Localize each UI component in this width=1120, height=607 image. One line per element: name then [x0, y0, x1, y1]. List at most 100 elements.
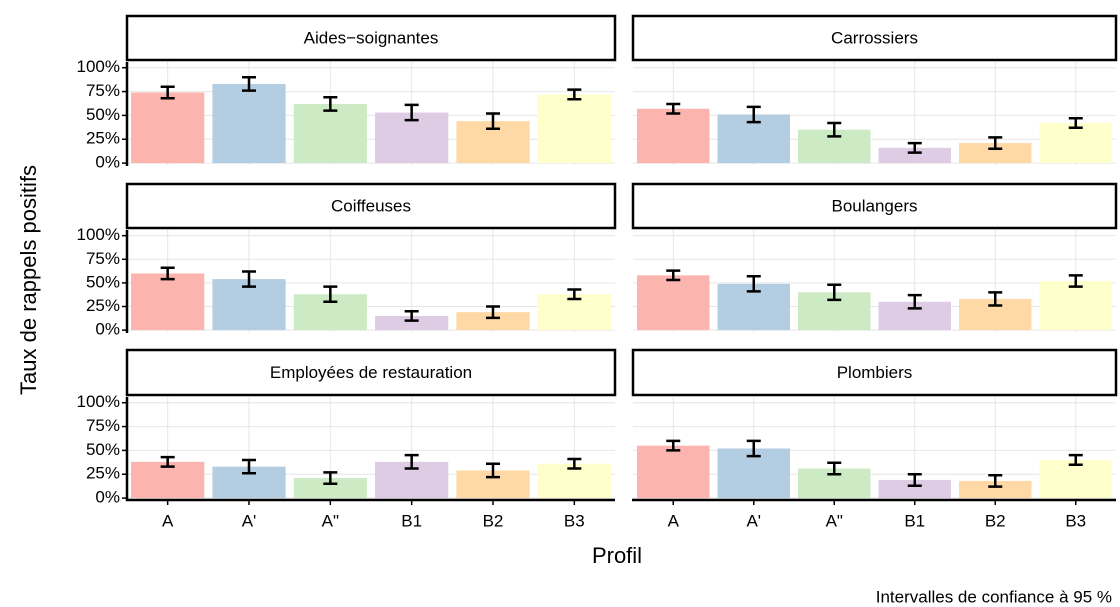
error-bar: [160, 455, 175, 468]
error-bar: [827, 283, 842, 302]
error-bar: [907, 293, 922, 310]
x-tick-label: B1: [401, 511, 422, 530]
y-tick-label: 100%: [77, 225, 120, 244]
bar: [131, 273, 205, 331]
bar: [1039, 281, 1112, 331]
error-bar: [1068, 453, 1083, 466]
error-bar: [323, 285, 338, 304]
error-bar: [666, 269, 681, 282]
y-tick-label: 100%: [77, 392, 120, 411]
y-tick-label: 25%: [86, 296, 120, 315]
error-bar: [827, 461, 842, 476]
bar: [1039, 459, 1112, 499]
error-bar: [486, 305, 500, 320]
bar: [637, 275, 710, 331]
error-bar: [666, 102, 681, 115]
strip: [631, 14, 1118, 62]
panel-title: Boulangers: [831, 196, 917, 215]
x-tick-label: B3: [1065, 511, 1086, 530]
x-tick-label: B2: [483, 511, 504, 530]
panel-title: Plombiers: [837, 363, 913, 382]
x-tick-label: B2: [985, 511, 1006, 530]
strip: [631, 182, 1118, 230]
strip: [125, 182, 617, 230]
error-bar: [907, 141, 922, 154]
x-tick-label: A": [322, 511, 339, 530]
strip: [125, 348, 617, 397]
bar: [537, 294, 611, 331]
error-bar: [827, 121, 842, 138]
error-bar: [988, 473, 1003, 488]
y-tick-label: 50%: [86, 272, 120, 291]
error-bar: [907, 473, 922, 487]
y-tick-label: 0%: [95, 488, 120, 507]
bar: [375, 315, 449, 331]
error-bar: [567, 288, 582, 301]
y-tick-label: 50%: [86, 440, 120, 459]
bar: [637, 108, 710, 164]
x-tick-label: A': [242, 511, 257, 530]
panel-title: Aides−soignantes: [304, 28, 439, 47]
bar: [131, 92, 205, 164]
y-tick-label: 50%: [86, 105, 120, 124]
bar: [131, 461, 205, 499]
error-bar: [242, 270, 256, 288]
error-bar: [746, 275, 761, 293]
error-bar: [404, 309, 419, 322]
bar: [959, 143, 1032, 164]
error-bar: [988, 136, 1003, 151]
error-bar: [486, 462, 500, 479]
bar: [878, 147, 951, 164]
strip: [125, 14, 617, 62]
y-tick-label: 25%: [86, 129, 120, 148]
y-tick-label: 75%: [86, 416, 120, 435]
bar: [293, 478, 367, 499]
error-bar: [746, 105, 761, 124]
bar: [537, 94, 611, 164]
y-axis-label: Taux de rappels positifs: [16, 165, 41, 395]
error-bar: [160, 266, 175, 281]
y-tick-label: 25%: [86, 464, 120, 483]
y-tick-label: 100%: [77, 57, 120, 76]
y-tick-label: 75%: [86, 81, 120, 100]
bar: [637, 445, 710, 499]
x-tick-label: A: [162, 511, 174, 530]
error-bar: [323, 96, 338, 112]
error-bar: [1068, 117, 1083, 130]
x-tick-label: B1: [904, 511, 925, 530]
bar: [1039, 123, 1112, 164]
error-bar: [666, 439, 681, 452]
error-bar: [242, 458, 256, 475]
error-bar: [242, 76, 256, 92]
error-bar: [404, 103, 419, 122]
error-bar: [746, 439, 761, 458]
y-tick-label: 0%: [95, 153, 120, 172]
bar: [456, 312, 530, 331]
error-bar: [567, 457, 582, 470]
panel-title: Coiffeuses: [331, 196, 411, 215]
x-axis-label: Profil: [592, 543, 642, 568]
bar: [293, 103, 367, 164]
panel-title: Carrossiers: [831, 28, 918, 47]
error-bar: [323, 471, 338, 486]
x-tick-label: A': [746, 511, 761, 530]
bar: [212, 83, 286, 164]
y-tick-label: 0%: [95, 320, 120, 339]
error-bar: [404, 453, 419, 470]
x-tick-label: A": [826, 511, 843, 530]
error-bar: [567, 88, 582, 101]
caption: Intervalles de confiance à 95 %: [876, 587, 1112, 606]
error-bar: [486, 112, 500, 131]
bar: [959, 480, 1032, 499]
x-tick-label: A: [668, 511, 680, 530]
error-bar: [160, 85, 175, 100]
error-bar: [988, 291, 1003, 307]
panel-title: Employées de restauration: [270, 363, 472, 382]
bar: [878, 479, 951, 499]
strip: [631, 348, 1118, 397]
y-tick-label: 75%: [86, 249, 120, 268]
error-bar: [1068, 274, 1083, 288]
x-tick-label: B3: [564, 511, 585, 530]
